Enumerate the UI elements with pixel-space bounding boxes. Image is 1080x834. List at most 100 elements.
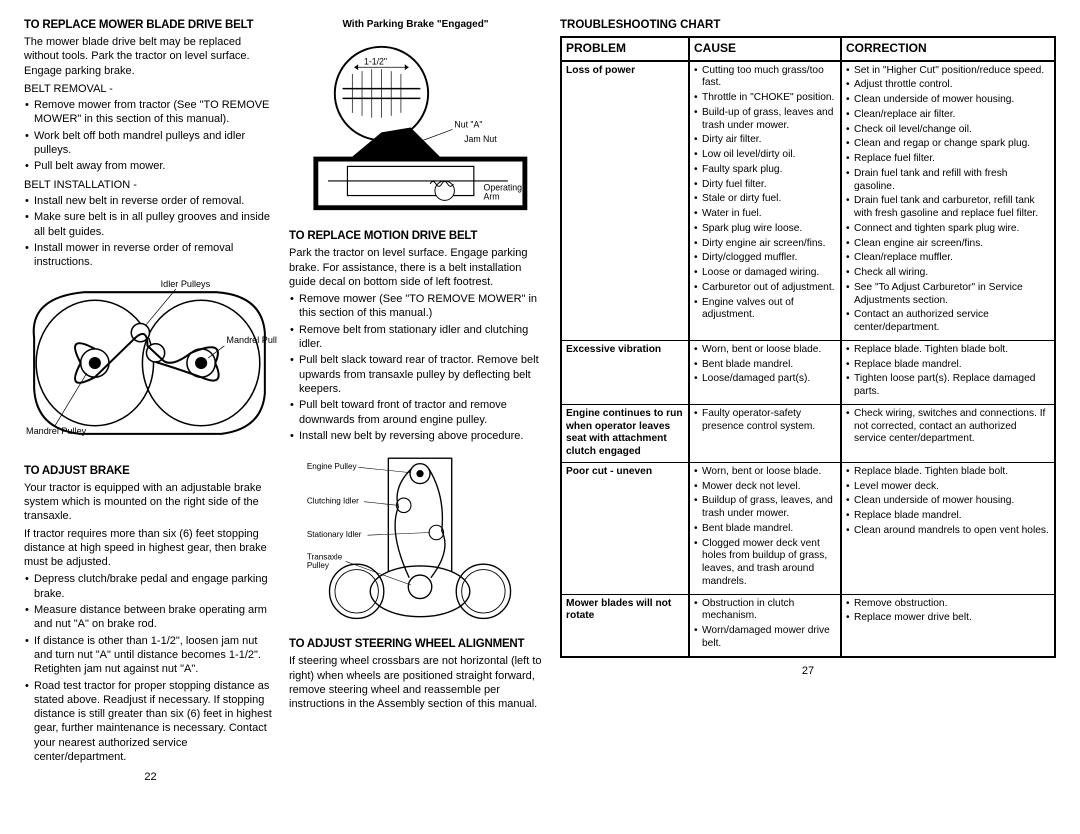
list-item: Engine valves out of adjustment.	[694, 297, 836, 323]
list-item: Remove belt from stationary idler and cl…	[289, 323, 542, 352]
list-item: Replace mower drive belt.	[846, 612, 1050, 625]
list-item: Dirty fuel filter.	[694, 179, 836, 192]
list-item: Build-up of grass, leaves and trash unde…	[694, 107, 836, 133]
list-item: Install new belt in reverse order of rem…	[24, 194, 277, 208]
cell-problem: Poor cut - uneven	[561, 462, 689, 594]
list-item: Pull belt slack toward rear of tractor. …	[289, 353, 542, 396]
list-item: Spark plug wire loose.	[694, 223, 836, 236]
list-item: Clean engine air screen/fins.	[846, 238, 1050, 251]
list-item: Tighten loose part(s). Replace damaged p…	[846, 373, 1050, 399]
list-item: Check oil level/change oil.	[846, 124, 1050, 137]
svg-text:Stationary Idler: Stationary Idler	[307, 530, 362, 539]
list-item: Clean underside of mower housing.	[846, 495, 1050, 508]
list-item: Clean and regap or change spark plug.	[846, 138, 1050, 151]
list-item: Work belt off both mandrel pulleys and i…	[24, 129, 277, 158]
heading-motion-belt: To Replace Motion Drive Belt	[289, 229, 542, 244]
list-item: Road test tractor for proper stopping di…	[24, 679, 277, 765]
list-item: Install new belt by reversing above proc…	[289, 429, 542, 443]
list-item: Bent blade mandrel.	[694, 523, 836, 536]
svg-text:Jam Nut: Jam Nut	[464, 134, 497, 144]
list-motion: Remove mower (See "TO REMOVE MOWER" in t…	[289, 292, 542, 443]
cell-cause: Worn, bent or loose blade. Bent blade man…	[689, 340, 841, 404]
list-item: Measure distance between brake operating…	[24, 603, 277, 632]
list-item: Dirty/clogged muffler.	[694, 252, 836, 265]
column-2: With Parking Brake "Engaged" 1-1/2" Nut …	[289, 18, 542, 816]
troubleshooting-table: PROBLEM CAUSE CORRECTION Loss of powerCu…	[560, 36, 1056, 658]
list-item: Clean around mandrels to open vent holes…	[846, 525, 1050, 538]
list-item: Dirty air filter.	[694, 134, 836, 147]
list-item: Clean/replace muffler.	[846, 252, 1050, 265]
list-item: Cutting too much grass/too fast.	[694, 65, 836, 91]
figure-brake: 1-1/2" Nut "A" Jam Nut OperatingArm	[289, 40, 542, 215]
list-item: Buildup of grass, leaves, and trash unde…	[694, 495, 836, 521]
svg-text:Clutching Idler: Clutching Idler	[307, 497, 359, 506]
para-intro: The mower blade drive belt may be replac…	[24, 35, 277, 78]
heading-replace-blade-belt: To Replace Mower Blade Drive Belt	[24, 18, 277, 33]
list-item: Pull belt toward front of tractor and re…	[289, 398, 542, 427]
list-item: If distance is other than 1-1/2", loosen…	[24, 634, 277, 677]
list-item: Bent blade mandrel.	[694, 359, 836, 372]
list-item: Loose/damaged part(s).	[694, 373, 836, 386]
list-belt-install: Install new belt in reverse order of rem…	[24, 194, 277, 269]
list-brake: Depress clutch/brake pedal and engage pa…	[24, 572, 277, 764]
column-1: To Replace Mower Blade Drive Belt The mo…	[24, 18, 277, 816]
list-item: Stale or dirty fuel.	[694, 193, 836, 206]
list-item: Check all wiring.	[846, 267, 1050, 280]
list-item: Connect and tighten spark plug wire.	[846, 223, 1050, 236]
heading-adjust-brake: To Adjust Brake	[24, 464, 277, 479]
th-cause: CAUSE	[689, 37, 841, 61]
list-item: Set in "Higher Cut" position/reduce spee…	[846, 65, 1050, 78]
cell-problem: Excessive vibration	[561, 340, 689, 404]
list-item: Replace blade. Tighten blade bolt.	[846, 466, 1050, 479]
para-motion: Park the tractor on level surface. Engag…	[289, 246, 542, 289]
list-item: Mower deck not level.	[694, 481, 836, 494]
list-item: Throttle in "CHOKE" position.	[694, 92, 836, 105]
cell-cause: Faulty operator-safety presence control …	[689, 404, 841, 462]
label-belt-install: BELT INSTALLATION -	[24, 178, 277, 192]
list-item: Depress clutch/brake pedal and engage pa…	[24, 572, 277, 601]
list-item: Worn/damaged mower drive belt.	[694, 625, 836, 651]
cell-correction: Remove obstruction.Replace mower drive b…	[841, 594, 1055, 657]
list-item: Dirty engine air screen/fins.	[694, 238, 836, 251]
cell-correction: Set in "Higher Cut" position/reduce spee…	[841, 61, 1055, 341]
chart-title: Troubleshooting Chart	[560, 18, 1056, 33]
list-item: Replace blade. Tighten blade bolt.	[846, 344, 1050, 357]
figure-motion-drive: Engine Pulley Clutching Idler Stationary…	[289, 451, 542, 623]
list-belt-removal: Remove mower from tractor (See "TO REMOV…	[24, 98, 277, 173]
heading-steering: To Adjust Steering Wheel Alignment	[289, 637, 542, 652]
figure-mower-deck: Idler Pulleys Mandrel Pulley Mandrel Pul…	[24, 277, 277, 449]
list-item: Faulty operator-safety presence control …	[694, 408, 836, 434]
list-item: Pull belt away from mower.	[24, 159, 277, 173]
list-item: Worn, bent or loose blade.	[694, 344, 836, 357]
list-item: Remove obstruction.	[846, 598, 1050, 611]
para-brake-2: If tractor requires more than six (6) fe…	[24, 527, 277, 570]
list-item: Remove mower from tractor (See "TO REMOV…	[24, 98, 277, 127]
svg-text:Nut "A": Nut "A"	[454, 120, 482, 130]
svg-text:TransaxlePulley: TransaxlePulley	[307, 553, 343, 570]
list-item: Drain fuel tank and refill with fresh ga…	[846, 168, 1050, 194]
cell-cause: Obstruction in clutch mechanism.Worn/dam…	[689, 594, 841, 657]
list-item: Check wiring, switches and connections. …	[846, 408, 1050, 446]
cell-problem: Engine continues to run when operator le…	[561, 404, 689, 462]
list-item: Install mower in reverse order of remova…	[24, 241, 277, 270]
svg-text:Mandrel Pulley: Mandrel Pulley	[226, 335, 277, 345]
svg-text:Idler Pulleys: Idler Pulleys	[161, 280, 211, 290]
th-problem: PROBLEM	[561, 37, 689, 61]
cell-problem: Loss of power	[561, 61, 689, 341]
fig-caption-brake: With Parking Brake "Engaged"	[289, 18, 542, 31]
list-item: Faulty spark plug.	[694, 164, 836, 177]
list-item: Water in fuel.	[694, 208, 836, 221]
list-item: Clogged mower deck vent holes from build…	[694, 538, 836, 589]
svg-text:Mandrel Pulley: Mandrel Pulley	[26, 426, 87, 436]
list-item: Worn, bent or loose blade.	[694, 466, 836, 479]
cell-cause: Worn, bent or loose blade. Mower deck not…	[689, 462, 841, 594]
cell-correction: Check wiring, switches and connections. …	[841, 404, 1055, 462]
cell-problem: Mower blades will not rotate	[561, 594, 689, 657]
list-item: See "To Adjust Carburetor" in Service Ad…	[846, 282, 1050, 308]
page-number-right: 27	[560, 664, 1056, 678]
para-brake-1: Your tractor is equipped with an adjusta…	[24, 481, 277, 524]
list-item: Clean/replace air filter.	[846, 109, 1050, 122]
th-correction: CORRECTION	[841, 37, 1055, 61]
list-item: Adjust throttle control.	[846, 79, 1050, 92]
list-item: Replace blade mandrel.	[846, 359, 1050, 372]
